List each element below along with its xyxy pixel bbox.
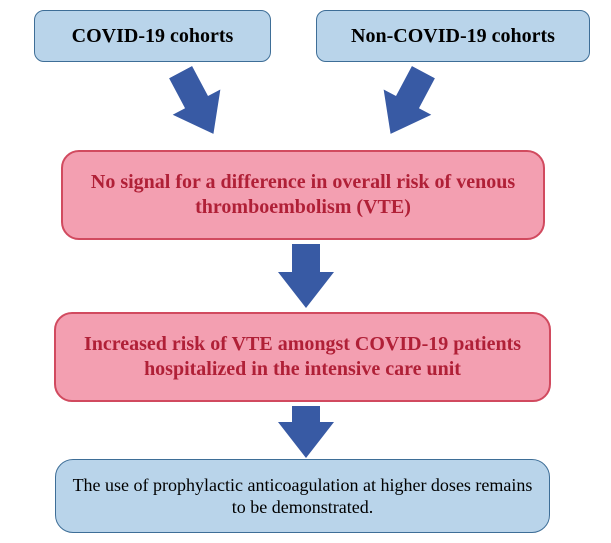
noncovid-cohorts-text: Non-COVID-19 cohorts [351, 24, 555, 49]
a-mid1-arrow-icon [278, 244, 334, 308]
no-signal-text: No signal for a difference in overall ri… [77, 170, 529, 220]
covid-cohorts-box: COVID-19 cohorts [34, 10, 271, 62]
increased-risk-box: Increased risk of VTE amongst COVID-19 p… [54, 312, 551, 402]
a-left-arrow-icon [157, 59, 238, 146]
prophylactic-box: The use of prophylactic anticoagulation … [55, 459, 550, 533]
a-mid2-arrow-icon [278, 406, 334, 458]
noncovid-cohorts-box: Non-COVID-19 cohorts [316, 10, 590, 62]
increased-risk-text: Increased risk of VTE amongst COVID-19 p… [70, 332, 535, 382]
prophylactic-text: The use of prophylactic anticoagulation … [70, 474, 535, 519]
a-right-arrow-icon [367, 59, 448, 146]
covid-cohorts-text: COVID-19 cohorts [72, 24, 234, 49]
no-signal-box: No signal for a difference in overall ri… [61, 150, 545, 240]
